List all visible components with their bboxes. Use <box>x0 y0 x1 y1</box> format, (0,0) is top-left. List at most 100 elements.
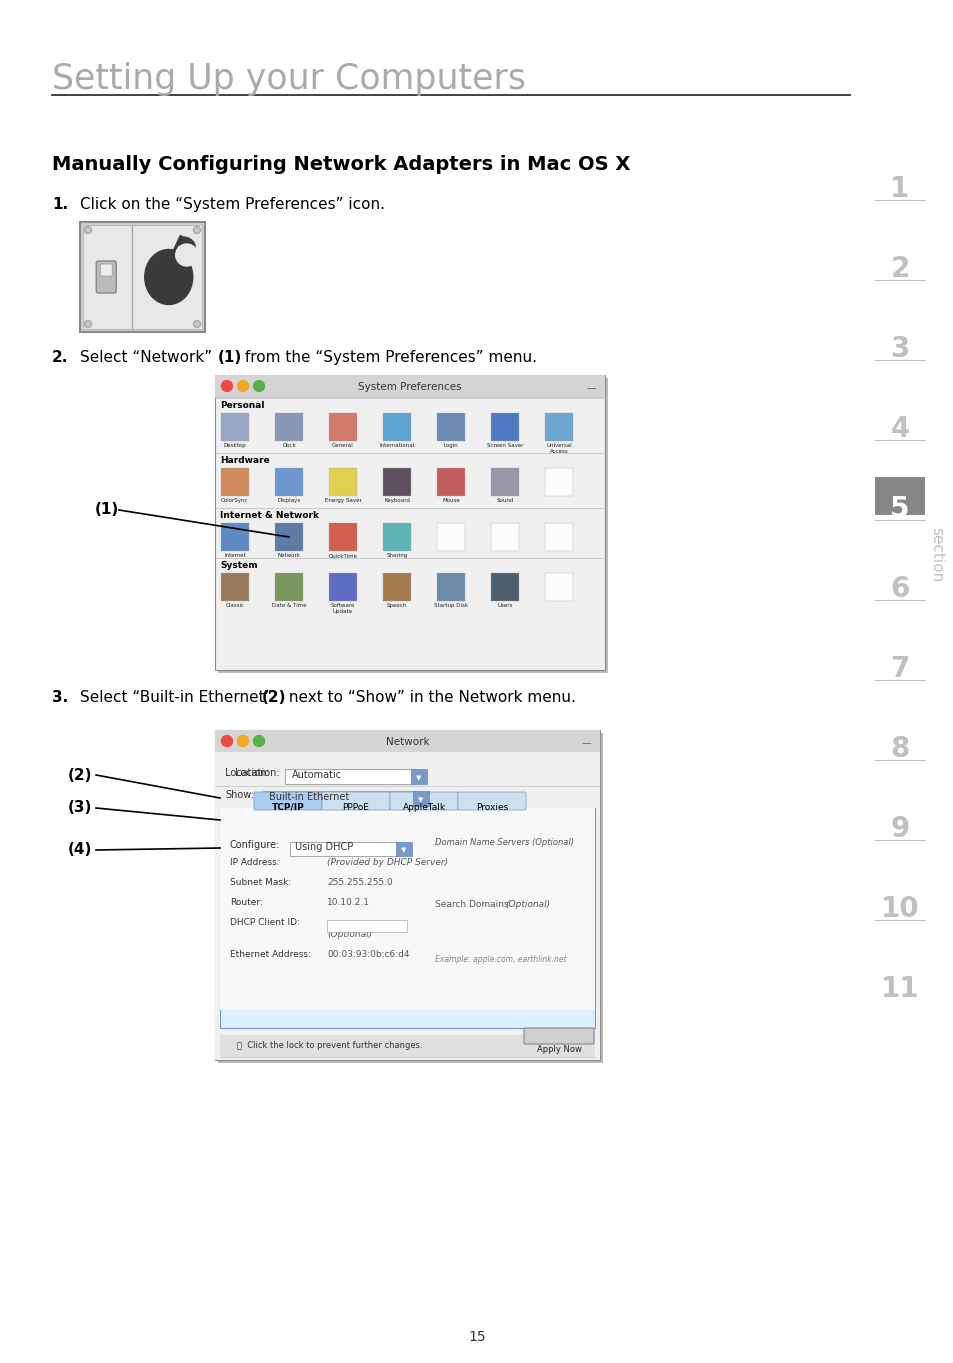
FancyBboxPatch shape <box>322 792 390 810</box>
FancyBboxPatch shape <box>80 222 205 333</box>
Circle shape <box>194 228 199 232</box>
Text: Date & Time: Date & Time <box>272 602 306 608</box>
Bar <box>491 413 518 442</box>
Bar <box>327 920 407 932</box>
Bar <box>274 572 303 601</box>
Text: (1): (1) <box>218 350 242 365</box>
Bar <box>221 468 249 496</box>
Bar <box>544 468 573 496</box>
Text: Classic: Classic <box>225 602 244 608</box>
Text: (Optional): (Optional) <box>504 900 550 909</box>
Text: Automatic: Automatic <box>292 770 342 780</box>
Text: Network: Network <box>277 553 300 557</box>
Text: Screen Saver: Screen Saver <box>486 443 522 448</box>
Text: Setting Up your Computers: Setting Up your Computers <box>52 61 525 95</box>
Text: Location:: Location: <box>235 767 280 778</box>
Bar <box>274 523 303 551</box>
Text: Subnet Mask:: Subnet Mask: <box>230 878 291 887</box>
Bar <box>491 572 518 601</box>
Text: ⚿  Click the lock to prevent further changes.: ⚿ Click the lock to prevent further chan… <box>236 1041 422 1051</box>
Text: Speech: Speech <box>387 602 407 608</box>
Text: 3.: 3. <box>52 690 69 705</box>
Bar <box>218 378 607 673</box>
Bar <box>382 572 411 601</box>
Circle shape <box>237 736 248 747</box>
Text: (Optional): (Optional) <box>327 930 372 939</box>
Text: DHCP Client ID:: DHCP Client ID: <box>230 919 299 927</box>
Ellipse shape <box>145 249 193 304</box>
Text: Manually Configuring Network Adapters in Mac OS X: Manually Configuring Network Adapters in… <box>52 155 630 174</box>
Text: Domain Name Servers (Optional): Domain Name Servers (Optional) <box>435 838 574 846</box>
Text: (4): (4) <box>68 842 92 857</box>
Text: (2): (2) <box>68 767 92 782</box>
Text: 8: 8 <box>889 735 909 763</box>
Circle shape <box>85 226 91 233</box>
Text: 7: 7 <box>889 656 909 683</box>
Text: 9: 9 <box>889 815 908 842</box>
Text: 00:03:93:0b:c6:d4: 00:03:93:0b:c6:d4 <box>327 950 409 960</box>
Bar <box>214 375 604 671</box>
FancyBboxPatch shape <box>263 791 417 806</box>
Bar <box>436 572 464 601</box>
Bar <box>214 752 599 1060</box>
Text: Dock: Dock <box>282 443 295 448</box>
Text: 10: 10 <box>880 895 919 923</box>
Text: System Preferences: System Preferences <box>357 382 461 393</box>
Bar <box>329 572 356 601</box>
Circle shape <box>253 736 264 747</box>
Text: 2: 2 <box>889 255 909 284</box>
Text: Configure:: Configure: <box>230 840 280 851</box>
Text: Built-in Ethernet: Built-in Ethernet <box>269 792 349 801</box>
Bar <box>329 468 356 496</box>
Circle shape <box>194 322 199 326</box>
Text: ▼: ▼ <box>401 846 406 853</box>
Circle shape <box>86 322 90 326</box>
Text: —: — <box>580 737 590 748</box>
Text: Example: apple.com, earthlink.net: Example: apple.com, earthlink.net <box>435 955 566 964</box>
Text: Apply Now: Apply Now <box>536 1045 580 1055</box>
Circle shape <box>85 320 91 327</box>
Bar <box>329 413 356 442</box>
Text: Personal: Personal <box>220 401 264 410</box>
Bar <box>214 731 599 1060</box>
Bar <box>436 523 464 551</box>
Bar <box>413 791 429 806</box>
Text: ▼: ▼ <box>416 776 421 781</box>
FancyBboxPatch shape <box>457 792 525 810</box>
Text: AppleTalk: AppleTalk <box>402 803 445 812</box>
Text: Startup Disk: Startup Disk <box>434 602 468 608</box>
FancyBboxPatch shape <box>253 792 322 810</box>
Text: from the “System Preferences” menu.: from the “System Preferences” menu. <box>240 350 537 365</box>
Text: 2.: 2. <box>52 350 69 365</box>
Circle shape <box>86 228 90 232</box>
Text: Ethernet Address:: Ethernet Address: <box>230 950 311 960</box>
Bar <box>221 572 249 601</box>
Text: Sharing: Sharing <box>386 553 407 557</box>
Text: Network: Network <box>385 737 429 747</box>
Ellipse shape <box>178 237 195 251</box>
Text: next to “Show” in the Network menu.: next to “Show” in the Network menu. <box>284 690 576 705</box>
Text: Energy Saver: Energy Saver <box>324 497 361 503</box>
FancyBboxPatch shape <box>285 769 415 784</box>
Text: System: System <box>220 562 257 570</box>
Bar <box>382 413 411 442</box>
Text: QuickTime: QuickTime <box>328 553 357 557</box>
Text: Internet & Network: Internet & Network <box>220 511 318 521</box>
Text: General: General <box>332 443 354 448</box>
Text: Hardware: Hardware <box>220 457 270 465</box>
Text: Keyboard: Keyboard <box>384 497 410 503</box>
Text: —: — <box>585 383 596 393</box>
Circle shape <box>253 380 264 391</box>
Text: Login: Login <box>443 443 457 448</box>
FancyBboxPatch shape <box>100 264 112 275</box>
Bar <box>411 769 427 784</box>
Bar <box>382 468 411 496</box>
Bar <box>436 413 464 442</box>
Bar <box>214 375 604 397</box>
Text: 1: 1 <box>889 174 908 203</box>
Text: 255.255.255.0: 255.255.255.0 <box>327 878 393 887</box>
Text: 6: 6 <box>889 575 909 602</box>
Text: Software
Update: Software Update <box>331 602 355 613</box>
Bar <box>274 468 303 496</box>
Text: (2): (2) <box>262 690 286 705</box>
